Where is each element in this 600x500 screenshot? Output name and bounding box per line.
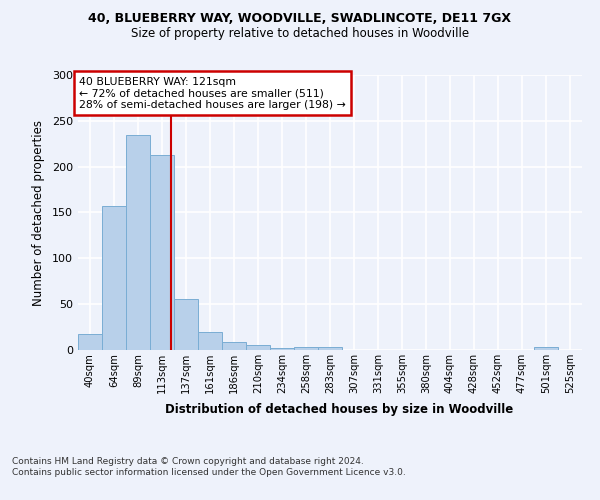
Text: Size of property relative to detached houses in Woodville: Size of property relative to detached ho… — [131, 28, 469, 40]
Y-axis label: Number of detached properties: Number of detached properties — [32, 120, 45, 306]
Bar — [294, 347, 318, 350]
Bar — [150, 154, 174, 350]
Bar — [270, 348, 294, 350]
Bar — [318, 347, 342, 350]
Text: Contains HM Land Registry data © Crown copyright and database right 2024.
Contai: Contains HM Land Registry data © Crown c… — [12, 458, 406, 477]
Bar — [534, 347, 558, 350]
Bar — [246, 346, 270, 350]
Bar — [78, 334, 102, 350]
Bar — [198, 332, 222, 350]
Text: 40 BLUEBERRY WAY: 121sqm
← 72% of detached houses are smaller (511)
28% of semi-: 40 BLUEBERRY WAY: 121sqm ← 72% of detach… — [79, 77, 346, 110]
Bar — [222, 342, 246, 350]
Bar — [126, 136, 150, 350]
Bar — [102, 206, 126, 350]
Text: Distribution of detached houses by size in Woodville: Distribution of detached houses by size … — [165, 402, 513, 415]
Bar — [174, 298, 198, 350]
Text: 40, BLUEBERRY WAY, WOODVILLE, SWADLINCOTE, DE11 7GX: 40, BLUEBERRY WAY, WOODVILLE, SWADLINCOT… — [89, 12, 511, 26]
